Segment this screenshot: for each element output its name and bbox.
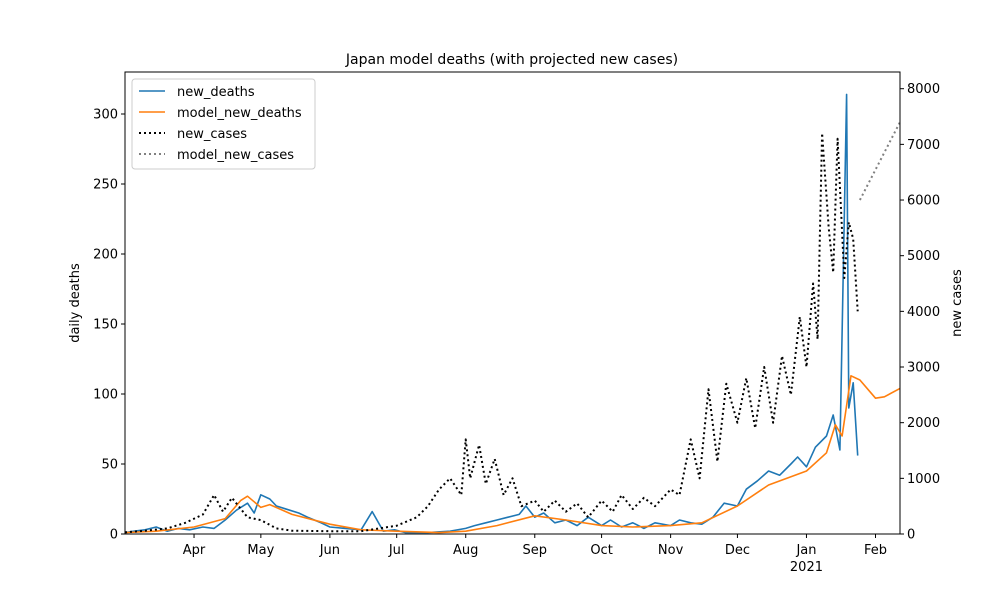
right-tick-label-4000: 4000 bbox=[907, 305, 940, 320]
right-tick-label-7000: 7000 bbox=[907, 138, 940, 153]
right-tick-label-5000: 5000 bbox=[907, 249, 940, 264]
left-tick-label-300: 300 bbox=[93, 108, 118, 123]
x-tick-label-oct: Oct bbox=[590, 543, 612, 558]
x-tick-label-feb: Feb bbox=[864, 543, 887, 558]
right-tick-label-0: 0 bbox=[907, 528, 915, 543]
x-tick-label-dec: Dec bbox=[725, 543, 750, 558]
series-model-new-cases bbox=[859, 121, 901, 201]
x-axis: Apr May Jun Jul Aug Sep Oct Nov Dec Jan 2021 Feb bbox=[183, 534, 887, 575]
legend-label-new-cases: new_cases bbox=[177, 127, 247, 142]
right-tick-label-6000: 6000 bbox=[907, 194, 940, 209]
series-new-deaths bbox=[124, 93, 859, 534]
x-tick-label-may: May bbox=[247, 543, 274, 558]
x-tick-label-sep: Sep bbox=[523, 543, 548, 558]
left-tick-label-200: 200 bbox=[93, 248, 118, 263]
right-tick-label-3000: 3000 bbox=[907, 361, 940, 376]
y-axis-label-right: new cases bbox=[950, 269, 965, 337]
axes-frame bbox=[124, 71, 901, 535]
legend-box bbox=[131, 78, 316, 170]
left-tick-label-50: 50 bbox=[101, 458, 118, 473]
x-tick-label-jul: Jul bbox=[388, 543, 405, 558]
left-y-axis: 0 50 100 150 200 250 300 bbox=[93, 108, 125, 543]
series-model-new-deaths bbox=[124, 374, 901, 534]
legend-label-new-deaths: new_deaths bbox=[177, 85, 255, 100]
series-new-cases bbox=[124, 132, 859, 534]
right-tick-label-2000: 2000 bbox=[907, 416, 940, 431]
chart-title: Japan model deaths (with projected new c… bbox=[345, 52, 678, 68]
left-tick-label-0: 0 bbox=[110, 528, 118, 543]
y-axis-label-left: daily deaths bbox=[68, 263, 83, 343]
left-tick-label-250: 250 bbox=[93, 178, 118, 193]
legend-label-model-new-deaths: model_new_deaths bbox=[177, 106, 302, 121]
right-tick-label-8000: 8000 bbox=[907, 82, 940, 97]
plot-area bbox=[124, 93, 901, 534]
x-tick-label-jun: Jun bbox=[319, 543, 340, 558]
x-tick-label-aug: Aug bbox=[453, 543, 478, 558]
legend: new_deaths model_new_deaths new_casesmodel… bbox=[131, 78, 316, 170]
x-tick-label-apr: Apr bbox=[183, 543, 206, 558]
left-tick-label-150: 150 bbox=[93, 318, 118, 333]
x-tick-label-nov: Nov bbox=[658, 543, 684, 558]
right-tick-label-1000: 1000 bbox=[907, 472, 940, 487]
x-tick-label-jan: Jan bbox=[795, 543, 816, 558]
right-y-axis: 0 1000 2000 3000 4000 5000 6000 7000 8000 bbox=[900, 82, 940, 543]
x-tick-sublabel-2021: 2021 bbox=[790, 560, 823, 575]
legend-label-model-new-cases: model_new_cases bbox=[177, 148, 294, 163]
left-tick-label-100: 100 bbox=[93, 388, 118, 403]
